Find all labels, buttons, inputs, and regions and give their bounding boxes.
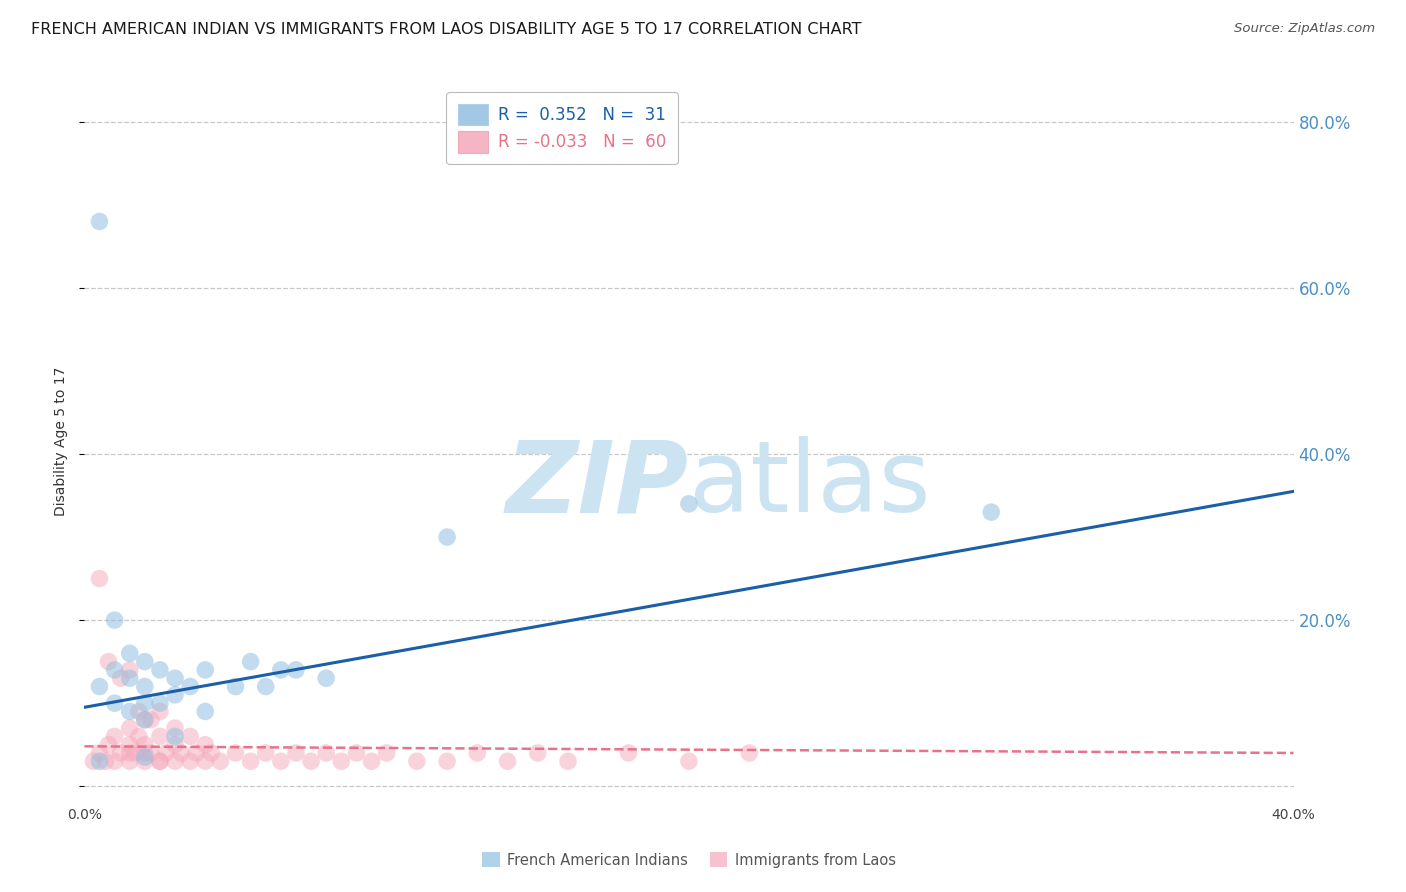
Point <box>170 746 193 760</box>
Point <box>315 671 337 685</box>
Point <box>557 754 579 768</box>
Point <box>254 680 277 694</box>
Point <box>239 655 262 669</box>
Point <box>104 663 127 677</box>
Point <box>82 754 104 768</box>
Point <box>149 696 172 710</box>
Point <box>118 646 141 660</box>
Point <box>239 754 262 768</box>
Point <box>209 754 232 768</box>
Point <box>315 746 337 760</box>
Legend: French American Indians, Immigrants from Laos: French American Indians, Immigrants from… <box>482 853 896 868</box>
Point <box>89 680 111 694</box>
Point <box>527 746 550 760</box>
Point <box>134 655 156 669</box>
Point <box>128 705 150 719</box>
Point <box>165 721 187 735</box>
Point <box>155 746 177 760</box>
Point <box>678 497 700 511</box>
Point <box>118 754 141 768</box>
Text: ZIP: ZIP <box>506 436 689 533</box>
Point <box>149 663 172 677</box>
Point <box>186 746 208 760</box>
Point <box>110 746 132 760</box>
Point <box>165 671 187 685</box>
Point <box>270 754 292 768</box>
Point <box>149 754 172 768</box>
Point <box>128 730 150 744</box>
Point <box>139 746 162 760</box>
Point <box>118 663 141 677</box>
Point <box>254 746 277 760</box>
Point <box>194 705 217 719</box>
Point <box>97 738 120 752</box>
Text: atlas: atlas <box>689 436 931 533</box>
Point <box>346 746 368 760</box>
Point <box>104 754 127 768</box>
Point <box>134 750 156 764</box>
Point <box>980 505 1002 519</box>
Point <box>134 713 156 727</box>
Point <box>165 730 187 744</box>
Point <box>738 746 761 760</box>
Point <box>225 746 247 760</box>
Point <box>149 705 172 719</box>
Point <box>134 713 156 727</box>
Point <box>134 738 156 752</box>
Point <box>436 530 458 544</box>
Point <box>194 663 217 677</box>
Point <box>125 746 148 760</box>
Point <box>496 754 519 768</box>
Text: Source: ZipAtlas.com: Source: ZipAtlas.com <box>1234 22 1375 36</box>
Point <box>118 721 141 735</box>
Point <box>285 746 308 760</box>
Point <box>118 738 141 752</box>
Point <box>134 696 156 710</box>
Point <box>134 680 156 694</box>
Point <box>89 214 111 228</box>
Y-axis label: Disability Age 5 to 17: Disability Age 5 to 17 <box>55 367 69 516</box>
Point <box>104 613 127 627</box>
Point <box>134 746 156 760</box>
Point <box>165 754 187 768</box>
Point <box>89 572 111 586</box>
Point <box>139 713 162 727</box>
Point <box>149 730 172 744</box>
Point <box>225 680 247 694</box>
Point <box>375 746 398 760</box>
Text: FRENCH AMERICAN INDIAN VS IMMIGRANTS FROM LAOS DISABILITY AGE 5 TO 17 CORRELATIO: FRENCH AMERICAN INDIAN VS IMMIGRANTS FRO… <box>31 22 862 37</box>
Point <box>617 746 640 760</box>
Point <box>678 754 700 768</box>
Point <box>200 746 222 760</box>
Point <box>149 754 172 768</box>
Point <box>194 754 217 768</box>
Point <box>134 754 156 768</box>
Point <box>436 754 458 768</box>
Point <box>104 696 127 710</box>
Point <box>165 738 187 752</box>
Point <box>467 746 489 760</box>
Point <box>299 754 322 768</box>
Point <box>110 671 132 685</box>
Point <box>97 655 120 669</box>
Point <box>179 680 201 694</box>
Point <box>179 754 201 768</box>
Point <box>118 671 141 685</box>
Point <box>94 754 117 768</box>
Point <box>330 754 353 768</box>
Point <box>360 754 382 768</box>
Point <box>118 746 141 760</box>
Point <box>165 688 187 702</box>
Point <box>118 705 141 719</box>
Point <box>179 730 201 744</box>
Point <box>270 663 292 677</box>
Point <box>89 746 111 760</box>
Point <box>194 738 217 752</box>
Point <box>104 730 127 744</box>
Point <box>89 754 111 768</box>
Point <box>406 754 429 768</box>
Point <box>285 663 308 677</box>
